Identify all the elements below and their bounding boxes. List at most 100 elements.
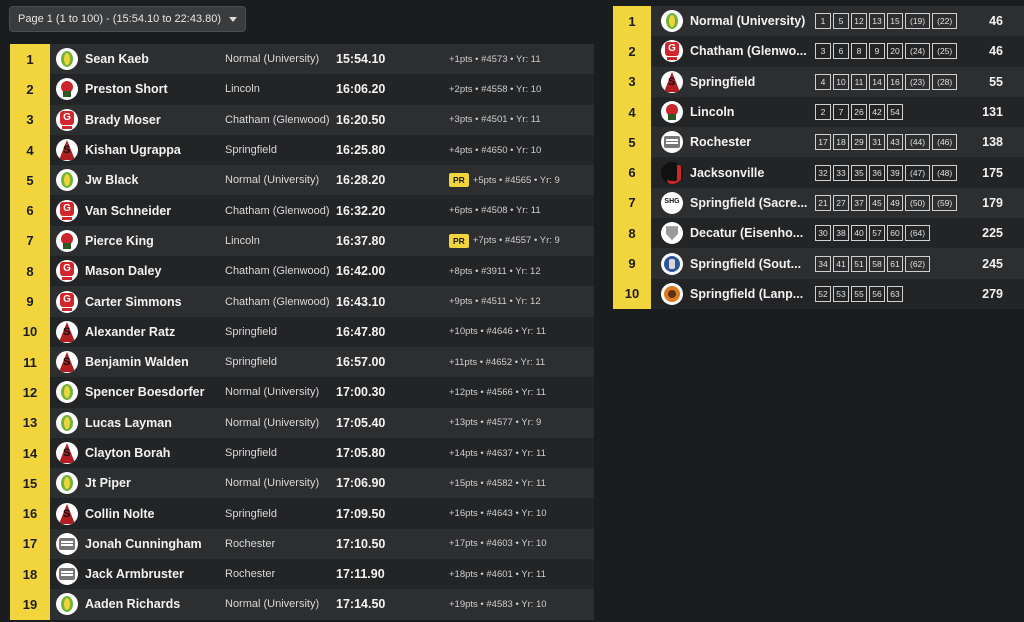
athlete-row[interactable]: 15 Jt Piper Normal (University) 17:06.90 +15…: [10, 468, 594, 499]
team-runner-score: 58: [869, 255, 885, 272]
team-row[interactable]: 7 Springfield (Sacre... 2127374549(50)(59)…: [613, 187, 1024, 219]
athlete-row[interactable]: 6 Van Schneider Chatham (Glenwood) 16:32.20…: [10, 195, 594, 226]
athlete-meta-text: +19pts • #4583 • Yr: 10: [449, 598, 547, 610]
team-place-badge: 5: [613, 127, 651, 158]
team-row[interactable]: 6 Jacksonville 32 33 35 36 39 (47) (48) 175: [613, 157, 1024, 188]
team-name[interactable]: Springfield (Sacre...: [690, 195, 808, 210]
team-runner-score: 16: [887, 73, 903, 90]
team-runner-score: 31: [869, 134, 885, 151]
springfield-team-logo-icon: [661, 70, 683, 93]
team-runner-score: 20: [887, 43, 903, 60]
team-name[interactable]: Rochester: [690, 135, 752, 150]
athlete-row[interactable]: 9 Carter Simmons Chatham (Glenwood) 16:43.1…: [10, 286, 594, 317]
athlete-row[interactable]: 4 Kishan Ugrappa Springfield 16:25.80 +4pts …: [10, 134, 594, 166]
athlete-row[interactable]: 18 Jack Armbruster Rochester 17:11.90 +18pts…: [10, 559, 594, 590]
athlete-meta-text: +3pts • #4501 • Yr: 11: [449, 114, 541, 126]
athlete-team: Springfield: [225, 447, 277, 459]
athlete-name[interactable]: Lucas Layman: [85, 415, 172, 430]
athlete-name[interactable]: Jw Black: [85, 173, 139, 188]
team-total: 46: [989, 14, 1003, 29]
athlete-meta-text: +10pts • #4646 • Yr: 11: [449, 326, 546, 338]
athlete-name[interactable]: Alexander Ratz: [85, 324, 176, 339]
athlete-name[interactable]: Mason Daley: [85, 264, 162, 279]
team-place-badge: 10: [613, 278, 651, 309]
team-runner-score: 38: [833, 225, 849, 242]
team-name[interactable]: Chatham (Glenwo...: [690, 44, 807, 59]
athlete-row[interactable]: 2 Preston Short Lincoln 16:06.20 +2pts • #45…: [10, 74, 594, 105]
athlete-row[interactable]: 1 Sean Kaeb Normal (University) 15:54.10 +1p…: [10, 44, 594, 75]
athlete-team: Springfield: [225, 507, 277, 520]
athlete-name[interactable]: Clayton Borah: [85, 446, 171, 460]
team-runner-score: 43: [887, 134, 903, 151]
athlete-row[interactable]: 14 Clayton Borah Springfield 17:05.80 +14pts…: [10, 437, 594, 469]
team-runner-score: 9: [869, 43, 885, 60]
athlete-row[interactable]: 16 Collin Nolte Springfield 17:09.50 +16pts …: [10, 498, 594, 529]
athlete-row[interactable]: 12 Spencer Boesdorfer Normal (University) 1…: [10, 377, 594, 408]
athlete-team: Normal (University): [225, 416, 320, 429]
athlete-name[interactable]: Spencer Boesdorfer: [85, 385, 205, 400]
athlete-name[interactable]: Preston Short: [85, 82, 168, 97]
athlete-row[interactable]: 8 Mason Daley Chatham (Glenwood) 16:42.00 +8…: [10, 256, 594, 287]
team-runner-score: 40: [851, 225, 867, 242]
athlete-meta-text: +9pts • #4511 • Yr: 12: [449, 296, 541, 308]
athlete-name[interactable]: Benjamin Walden: [85, 355, 189, 370]
team-name[interactable]: Springfield (Sout...: [690, 256, 802, 271]
team-runner-scores: 32 33 35 36 39 (47) (48): [815, 164, 958, 181]
chatham-team-logo-icon: [56, 108, 78, 131]
team-name[interactable]: Decatur (Eisenho...: [690, 226, 804, 241]
team-row[interactable]: 10 Springfield (Lanp... 52 53 55 56 63 279: [613, 278, 1024, 309]
athlete-row[interactable]: 11 Benjamin Walden Springfield 16:57.00 +11p…: [10, 346, 594, 378]
athlete-meta: +15pts • #4582 • Yr: 11: [449, 478, 546, 489]
team-runner-score: (23): [905, 73, 931, 90]
team-place-badge: 2: [613, 36, 651, 67]
team-runner-score: (64): [905, 225, 931, 242]
athlete-time: 15:54.10: [336, 52, 386, 67]
athlete-row[interactable]: 13 Lucas Layman Normal (University) 17:05.4…: [10, 407, 594, 438]
team-row[interactable]: 4 Lincoln 2 7 26 42 54 131: [613, 96, 1024, 128]
athlete-name[interactable]: Pierce King: [85, 233, 154, 248]
athlete-meta: +2pts • #4558 • Yr: 10: [449, 84, 541, 95]
team-runner-score: 35: [851, 164, 867, 181]
team-runner-score: 51: [851, 255, 867, 272]
athlete-meta-text: +16pts • #4643 • Yr: 10: [449, 508, 547, 520]
athlete-name[interactable]: Sean Kaeb: [85, 52, 149, 67]
team-runner-score: 13: [869, 13, 885, 30]
athlete-name[interactable]: Brady Moser: [85, 112, 161, 127]
team-runner-score: 15: [887, 13, 903, 30]
athlete-row[interactable]: 7 Pierce King Lincoln 16:37.80 PR +7pts • #45…: [10, 225, 594, 257]
athlete-team: Chatham (Glenwood): [225, 295, 330, 308]
team-name[interactable]: Springfield: [690, 74, 756, 89]
athlete-name[interactable]: Jt Piper: [85, 476, 131, 491]
athlete-name[interactable]: Carter Simmons: [85, 294, 182, 309]
normal-team-logo-icon: [56, 411, 78, 434]
team-row[interactable]: 8 Decatur (Eisenho... 30 38 40 57 60 (64) 225: [613, 218, 1024, 249]
team-row[interactable]: 1 Normal (University) 1 5 12 13 15 (19) (22) 46: [613, 6, 1024, 37]
team-runner-score: 53: [833, 285, 849, 302]
athlete-name[interactable]: Aaden Richards: [85, 597, 181, 612]
athlete-row[interactable]: 10 Alexander Ratz Springfield 16:47.80 +10pt…: [10, 316, 594, 347]
athlete-row[interactable]: 17 Jonah Cunningham Rochester 17:10.50 +17pt…: [10, 528, 594, 560]
place-badge: 6: [10, 195, 50, 226]
page-selector-dropdown[interactable]: Page 1 (1 to 100) - (15:54.10 to 22:43.8…: [9, 6, 247, 32]
team-name[interactable]: Springfield (Lanp...: [690, 286, 804, 301]
athlete-name[interactable]: Jack Armbruster: [85, 567, 184, 582]
team-runner-score: 2: [815, 104, 831, 121]
team-name[interactable]: Jacksonville: [690, 165, 765, 180]
athlete-name[interactable]: Kishan Ugrappa: [85, 143, 181, 158]
place-badge: 13: [10, 407, 50, 438]
athlete-name[interactable]: Jonah Cunningham: [85, 536, 202, 551]
athlete-row[interactable]: 3 Brady Moser Chatham (Glenwood) 16:20.50 +3…: [10, 104, 594, 135]
team-row[interactable]: 5 Rochester 17 18 29 31 43 (44) (46) 138: [613, 127, 1024, 158]
team-name[interactable]: Lincoln: [690, 105, 735, 120]
athlete-name[interactable]: Collin Nolte: [85, 506, 155, 521]
place-badge: 8: [10, 256, 50, 287]
athlete-row[interactable]: 19 Aaden Richards Normal (University) 17:14…: [10, 589, 594, 620]
athlete-name[interactable]: Van Schneider: [85, 203, 172, 218]
athlete-row[interactable]: 5 Jw Black Normal (University) 16:28.20 PR +5…: [10, 165, 594, 196]
team-row[interactable]: 9 Springfield (Sout... 34 41 51 58 61 (62) 245: [613, 248, 1024, 279]
team-runner-score: 10: [833, 73, 849, 90]
team-runner-score: 18: [833, 134, 849, 151]
team-name[interactable]: Normal (University): [690, 14, 806, 29]
